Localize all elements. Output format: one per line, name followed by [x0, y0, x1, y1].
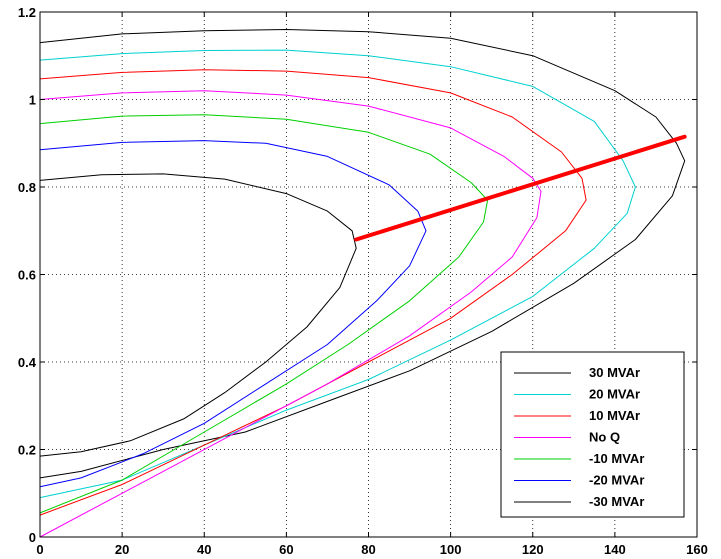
voltage-limit-line [354, 134, 687, 242]
legend-label: -30 MVAr [589, 494, 644, 509]
legend-box [500, 351, 685, 518]
x-tick-label: 20 [115, 542, 129, 557]
series-line-3 [39, 90, 542, 538]
y-tick-label: 0.6 [18, 268, 36, 283]
y-tick-label: 1 [29, 93, 36, 108]
legend-label: -20 MVAr [589, 473, 644, 488]
legend-label: 10 MVAr [589, 408, 640, 423]
series-line-2 [39, 69, 587, 516]
x-tick-label: 140 [604, 542, 626, 557]
series-line-4 [39, 114, 489, 514]
x-tick-label: 40 [197, 542, 211, 557]
series-line-5 [39, 140, 427, 488]
series-line-1 [39, 49, 636, 499]
x-tick-label: 80 [361, 542, 375, 557]
y-ticks: 0 0.2 0.4 0.6 0.8 1 1.2 [18, 5, 697, 545]
y-tick-label: 0 [29, 530, 36, 545]
x-tick-label: 100 [440, 542, 462, 557]
y-tick-label: 0.4 [18, 355, 37, 370]
series-line-0 [39, 29, 686, 479]
legend-label: 20 MVAr [589, 387, 640, 402]
x-tick-label: 160 [686, 542, 708, 557]
series-layer [39, 29, 687, 538]
x-tick-label: 60 [279, 542, 293, 557]
legend: 30 MVAr 20 MVAr 10 MVAr No Q -10 MVAr -20 MVA… [500, 351, 685, 518]
x-tick-label: 0 [36, 542, 43, 557]
x-tick-label: 120 [522, 542, 544, 557]
y-tick-label: 0.2 [18, 443, 36, 458]
legend-label: No Q [589, 430, 620, 445]
series-line-6 [39, 173, 357, 457]
legend-label: -10 MVAr [589, 451, 644, 466]
y-tick-label: 1.2 [18, 5, 36, 20]
x-ticks: 0 20 40 60 80 100 120 140 160 [36, 12, 708, 557]
y-tick-label: 0.8 [18, 180, 36, 195]
legend-label: 30 MVAr [589, 365, 640, 380]
